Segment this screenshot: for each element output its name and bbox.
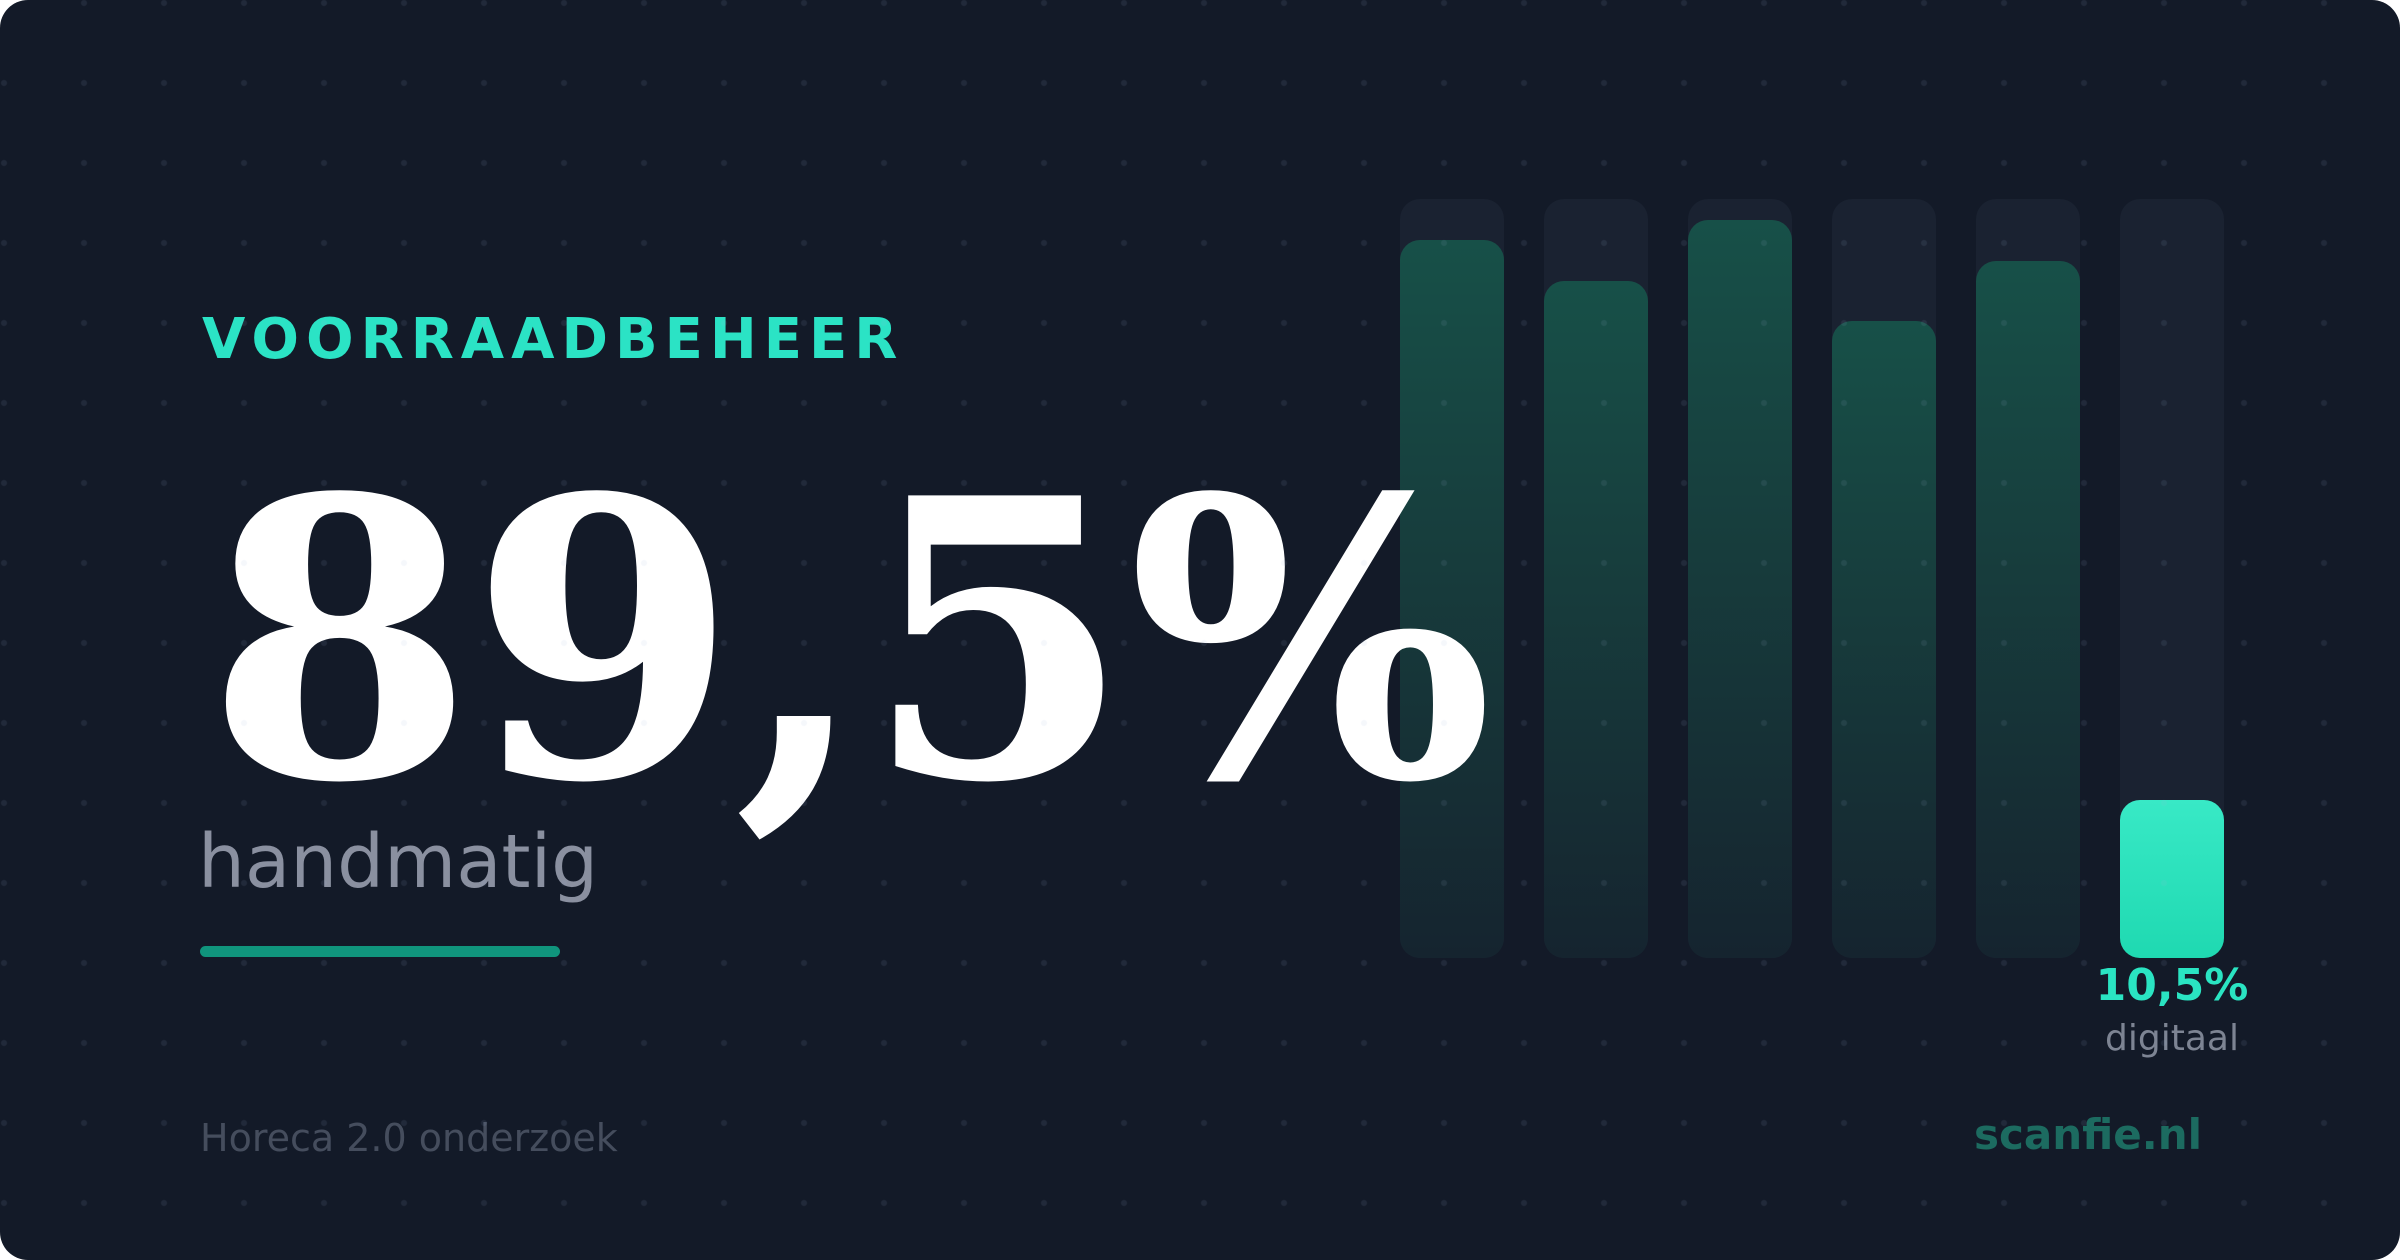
bar-fill bbox=[1400, 240, 1504, 958]
bar-track bbox=[2120, 199, 2224, 958]
accent-underline bbox=[200, 946, 560, 957]
bar-fill-highlight bbox=[2120, 800, 2224, 958]
footer-source-text: Horeca 2.0 onderzoek bbox=[200, 1116, 618, 1160]
highlight-bar-caption: 10,5% digitaal bbox=[2088, 958, 2256, 1059]
headline-stat-label: handmatig bbox=[198, 819, 599, 905]
page-title: VOORRAADBEHEER bbox=[202, 307, 905, 372]
bar-fill bbox=[1832, 321, 1936, 958]
bar-fill bbox=[1688, 220, 1792, 958]
bar-track bbox=[1688, 199, 1792, 958]
bar-track bbox=[1976, 199, 2080, 958]
highlight-category-label: digitaal bbox=[2105, 1018, 2239, 1059]
highlight-value-label: 10,5% bbox=[2095, 960, 2249, 1011]
brand-text: scanfie.nl bbox=[1973, 1110, 2202, 1159]
bar-fill bbox=[1976, 261, 2080, 958]
bar-track bbox=[1400, 199, 1504, 958]
bar-chart bbox=[1400, 199, 2224, 958]
headline-stat-value: 89,5% bbox=[206, 414, 1494, 867]
bar-fill bbox=[1544, 280, 1648, 958]
bar-track bbox=[1832, 199, 1936, 958]
bar-track bbox=[1544, 199, 1648, 958]
